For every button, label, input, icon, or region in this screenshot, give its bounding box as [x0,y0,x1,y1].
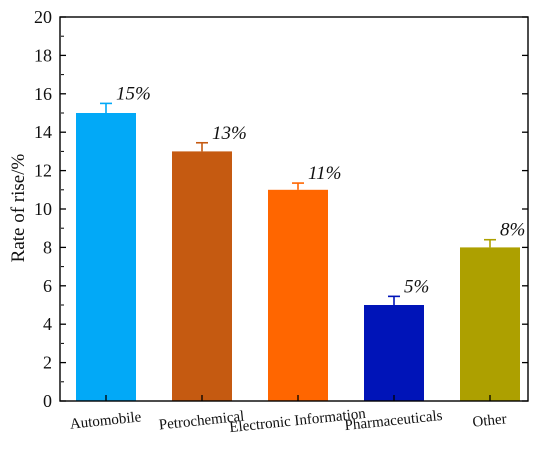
bar [76,113,136,401]
bar [172,151,232,401]
y-tick-label: 20 [34,7,52,27]
bar-data-label: 15% [116,83,151,104]
y-tick-label: 2 [43,353,52,373]
x-category-label: Automobile [69,409,142,432]
bar [364,305,424,401]
y-tick-label: 0 [43,391,52,411]
bar-data-label: 13% [212,123,247,144]
y-tick-label: 8 [43,237,52,257]
y-axis-title: Rate of rise/% [8,153,29,262]
y-tick-label: 4 [43,314,52,334]
y-tick-label: 14 [34,122,52,142]
y-tick-label: 16 [34,84,52,104]
bar-data-label: 8% [500,220,525,241]
bar-data-label: 5% [404,276,429,297]
bar-data-label: 11% [308,163,341,184]
y-tick-label: 6 [43,276,52,296]
y-tick-label: 12 [34,161,52,181]
y-tick-label: 18 [34,45,52,65]
bar [460,247,520,401]
x-category-label: Other [472,411,508,430]
y-tick-label: 10 [34,199,52,219]
bar [268,189,328,401]
